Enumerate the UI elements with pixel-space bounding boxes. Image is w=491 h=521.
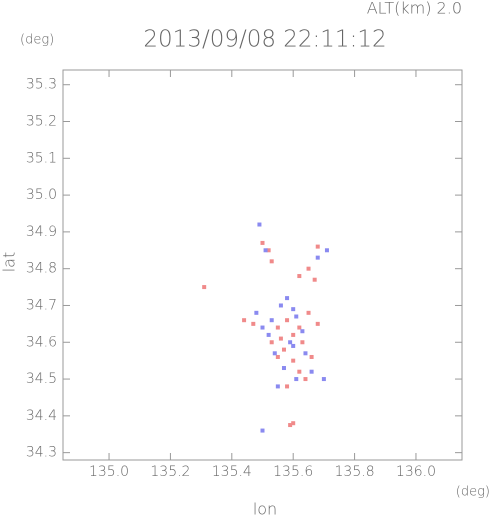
radar-echo [269, 340, 274, 345]
radar-echo [251, 321, 256, 326]
y-tick-label: 35.3 [26, 77, 57, 93]
y-tick-label: 35.1 [26, 150, 57, 166]
radar-echo [309, 354, 314, 359]
radar-echo [294, 377, 299, 382]
y-unit: (deg) [20, 33, 54, 48]
x-tick-label: 135.0 [89, 464, 129, 480]
radar-echo [260, 325, 265, 330]
x-tick-label: 135.4 [212, 464, 252, 480]
radar-echo [291, 332, 296, 337]
y-tick-label: 34.3 [26, 445, 57, 461]
radar-echo [303, 351, 308, 356]
y-tick-label: 34.5 [26, 371, 57, 387]
chart-title: 2013/09/08 22:11:12 [143, 27, 386, 53]
radar-echo [303, 377, 308, 382]
radar-echo [202, 285, 207, 290]
y-tick-label: 34.4 [26, 408, 57, 424]
radar-echo [269, 318, 274, 323]
radar-echo [309, 369, 314, 374]
radar-echo [300, 340, 305, 345]
radar-echo [260, 240, 265, 245]
radar-echo [291, 358, 296, 363]
radar-echo [269, 259, 274, 264]
radar-echo [291, 421, 296, 426]
y-tick-label: 35.0 [26, 187, 57, 203]
radar-echo [297, 325, 302, 330]
radar-echo [257, 222, 262, 227]
radar-echo [297, 369, 302, 374]
radar-echo [288, 423, 293, 428]
radar-echo [242, 318, 247, 323]
radar-echo [297, 274, 302, 279]
radar-echo [291, 307, 296, 312]
x-tick-label: 136.0 [396, 464, 436, 480]
radar-echo [312, 277, 317, 282]
radar-echo [263, 248, 268, 253]
radar-echo [254, 310, 259, 315]
x-tick-label: 135.2 [150, 464, 190, 480]
x-tick-label: 135.8 [335, 464, 375, 480]
radar-echo [281, 366, 286, 371]
radar-echo [278, 336, 283, 341]
radar-echo [275, 325, 280, 330]
y-tick-label: 34.6 [26, 334, 57, 350]
radar-echo [285, 318, 290, 323]
radar-echo [300, 329, 305, 334]
y-tick-label: 34.7 [26, 297, 57, 313]
radar-echo [315, 255, 320, 260]
radar-echo [306, 310, 311, 315]
radar-echo [266, 248, 271, 253]
radar-echo [306, 266, 311, 271]
y-tick-label: 34.9 [26, 224, 57, 240]
radar-echo [275, 384, 280, 389]
radar-echo [288, 340, 293, 345]
y-tick-label: 34.8 [26, 261, 57, 277]
x-axis-label: lon [253, 500, 277, 519]
plot-frame [62, 69, 463, 461]
radar-echo [294, 314, 299, 319]
radar-echo [315, 244, 320, 249]
radar-echo [260, 428, 265, 433]
x-unit: (deg) [456, 485, 490, 500]
radar-echo [291, 343, 296, 348]
radar-echo [315, 321, 320, 326]
radar-echo [324, 248, 329, 253]
radar-echo [266, 332, 271, 337]
y-axis-label: lat [0, 252, 19, 273]
y-tick-label: 35.2 [26, 114, 57, 130]
x-tick-label: 135.6 [273, 464, 313, 480]
radar-echo [321, 377, 326, 382]
radar-echo [272, 351, 277, 356]
radar-echo [285, 384, 290, 389]
radar-echo [275, 354, 280, 359]
radar-echo [281, 347, 286, 352]
altitude-label: ALT(km) 2.0 [367, 0, 462, 18]
radar-echo [285, 296, 290, 301]
radar-echo [278, 303, 283, 308]
